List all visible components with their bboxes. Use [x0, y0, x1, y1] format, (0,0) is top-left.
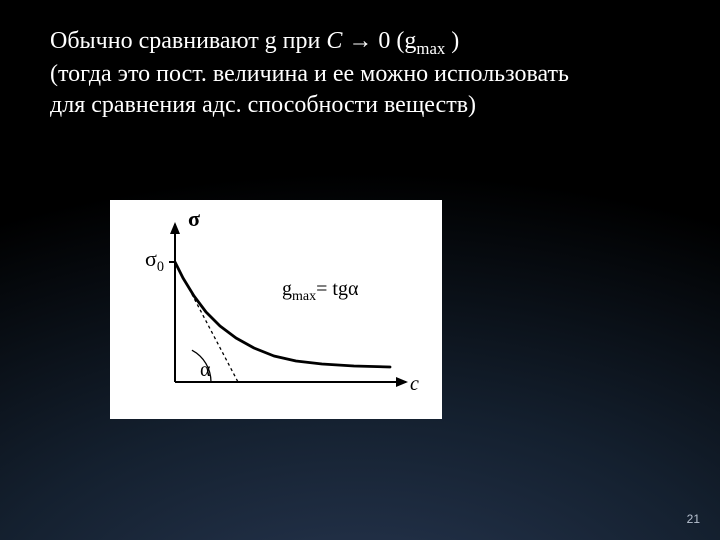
formula-g: g [282, 278, 292, 300]
body-text: Обычно сравнивают g при С → 0 (gmax ) (т… [50, 26, 610, 121]
gmax-formula: gmax= tgα [282, 278, 358, 305]
text-frag: ) [445, 28, 459, 54]
formula-eq: = tgα [316, 278, 358, 300]
svg-text:α: α [200, 359, 211, 381]
svg-text:с: с [410, 373, 419, 395]
chart-svg: σσ0сα [110, 200, 442, 419]
text-frag: → 0 (g [342, 28, 416, 54]
text-sub-max: max [416, 39, 445, 58]
text-frag: Обычно сравнивают g при [50, 28, 326, 54]
slide: Обычно сравнивают g при С → 0 (gmax ) (т… [0, 0, 720, 540]
text-c-italic: С [326, 28, 342, 54]
sigma-c-chart: σσ0сα gmax= tgα [110, 200, 442, 419]
formula-sub: max [292, 289, 316, 304]
svg-text:σ: σ [188, 206, 200, 231]
text-line2: (тогда это пост. величина и ее можно исп… [50, 61, 569, 118]
page-number: 21 [687, 512, 700, 526]
